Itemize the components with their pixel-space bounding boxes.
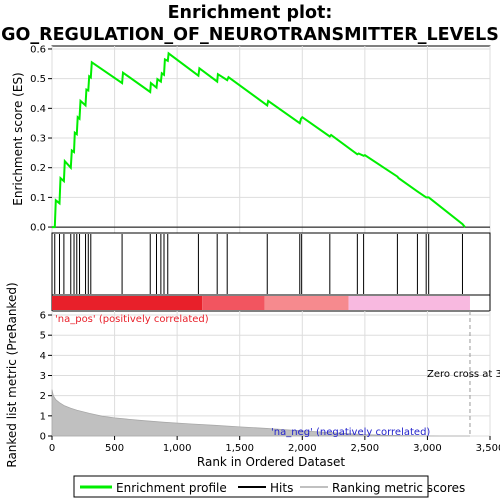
x-tick-label: 2,500: [351, 443, 380, 454]
es-y-tick-label: 0.3: [30, 134, 46, 145]
chart-subtitle: GO_REGULATION_OF_NEUROTRANSMITTER_LEVELS: [1, 25, 499, 45]
ranking-plot-area: [51, 310, 491, 437]
x-tick-label: 500: [105, 443, 124, 454]
x-tick-label: 1,000: [163, 443, 192, 454]
enrichment-plot-area: [51, 45, 491, 234]
x-tick-label: 2,000: [288, 443, 317, 454]
legend: Enrichment profile Hits Ranking metric s…: [73, 475, 465, 498]
es-y-tick-label: 0.2: [30, 163, 46, 174]
es-y-tick-label: 0.0: [30, 223, 46, 234]
heatmap-segment: [202, 296, 265, 310]
ranking-y-axis-label: Ranked list metric (PreRanked): [5, 282, 19, 467]
zero-cross-label: Zero cross at 3: [427, 369, 500, 380]
enrichment-profile-series: [52, 51, 466, 229]
ranking-x-ticks: 0 500 1,000 1,500 2,000 2,500 3,000 3,500: [49, 436, 500, 454]
x-tick-label: 0: [49, 443, 55, 454]
heatmap-segments: [52, 296, 470, 310]
x-tick-label: 3,500: [476, 443, 500, 454]
x-tick-label: 1,500: [225, 443, 254, 454]
rk-y-tick-label: 4: [40, 351, 46, 362]
ranking-y-ticks: 0 1 2 3 4 5 6: [40, 311, 52, 443]
es-y-tick-label: 0.1: [30, 193, 46, 204]
x-tick-label: 3,000: [413, 443, 442, 454]
heatmap-segment: [348, 296, 470, 310]
ranking-metric-series: [51, 389, 470, 437]
enrichment-panel: 0.0 0.1 0.2 0.3 0.4 0.5 0.6 Enrichment score (…: [11, 44, 491, 234]
heatmap-segment: [52, 296, 203, 310]
negative-correlation-label: 'na_neg' (negatively correlated): [271, 427, 430, 438]
chart-title: Enrichment plot:: [168, 3, 333, 23]
hits-panel: [51, 232, 491, 296]
heatmap-segment: [264, 296, 349, 310]
hits-plot-area: [51, 232, 491, 296]
enrichment-gridlines: [51, 46, 491, 233]
ranking-metric-area: [51, 389, 470, 437]
legend-enrichment-label: Enrichment profile: [116, 481, 227, 495]
rk-y-tick-label: 2: [40, 391, 46, 402]
es-y-tick-label: 0.6: [30, 44, 46, 55]
rk-y-tick-label: 1: [40, 411, 46, 422]
legend-hits-label: Hits: [270, 481, 293, 495]
ranking-heatmap-panel: [51, 294, 491, 312]
ranking-panel: 0 1 2 3 4 5 6 0 500 1,000 1,500 2,000 2,500 3,000 3,5…: [5, 282, 500, 469]
positive-correlation-label: 'na_pos' (positively correlated): [55, 314, 209, 325]
rk-y-tick-label: 3: [40, 371, 46, 382]
rk-y-tick-label: 6: [40, 311, 46, 322]
enrichment-y-axis-label: Enrichment score (ES): [11, 72, 25, 205]
x-axis-label: Rank in Ordered Dataset: [197, 455, 345, 469]
es-y-tick-label: 0.4: [30, 104, 46, 115]
es-y-tick-label: 0.5: [30, 74, 46, 85]
rk-y-tick-label: 5: [40, 331, 46, 342]
enrichment-y-ticks: 0.0 0.1 0.2 0.3 0.4 0.5 0.6: [30, 44, 52, 234]
hit-markers: [54, 234, 463, 294]
rk-y-tick-label: 0: [40, 432, 46, 443]
enrichment-profile-line: [52, 51, 466, 229]
legend-ranking-label: Ranking metric scores: [332, 481, 465, 495]
